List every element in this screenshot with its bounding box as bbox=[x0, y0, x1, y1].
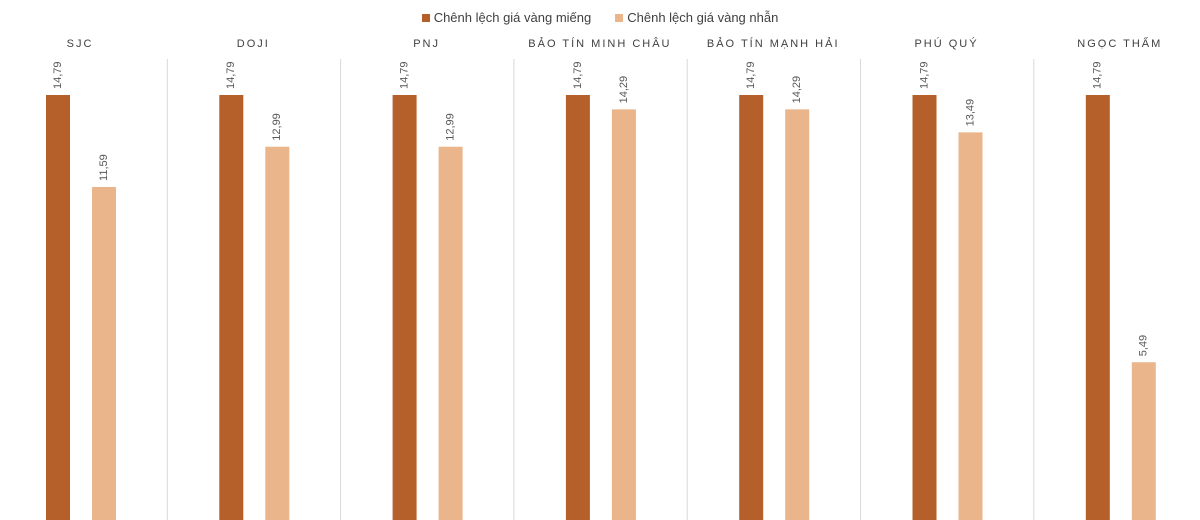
bar-mieng bbox=[739, 95, 764, 520]
legend-item-nhan: Chênh lệch giá vàng nhẫn bbox=[615, 10, 778, 25]
data-label: 14,79 bbox=[52, 61, 64, 89]
bar-nhan bbox=[1131, 362, 1156, 520]
category-label: PHÚ QUÝ bbox=[914, 37, 978, 50]
legend-swatch-nhan bbox=[615, 13, 624, 22]
bar-nhan bbox=[611, 109, 636, 520]
data-label: 5,49 bbox=[1138, 335, 1150, 356]
bar-nhan bbox=[785, 109, 810, 520]
bar-mieng bbox=[219, 95, 244, 520]
bar-mieng bbox=[392, 95, 417, 520]
data-label: 14,29 bbox=[791, 76, 803, 104]
legend-label-nhan: Chênh lệch giá vàng nhẫn bbox=[627, 10, 779, 25]
bar-nhan bbox=[92, 186, 116, 520]
bar-nhan bbox=[958, 132, 983, 520]
legend-label-mieng: Chênh lệch giá vàng miếng bbox=[433, 10, 592, 25]
category-label: BẢO TÍN MẠNH HẢI bbox=[707, 37, 840, 50]
data-label: 14,79 bbox=[572, 61, 584, 89]
data-label: 12,99 bbox=[445, 113, 457, 141]
bar-mieng bbox=[565, 95, 590, 520]
data-label: 14,29 bbox=[618, 76, 630, 104]
data-label: 14,79 bbox=[745, 61, 757, 89]
data-label: 14,79 bbox=[1092, 61, 1104, 89]
category-label: NGỌC THẨM bbox=[1077, 37, 1162, 50]
category-label: DOJI bbox=[237, 38, 270, 50]
data-label: 14,79 bbox=[399, 61, 411, 89]
category-label: PNJ bbox=[413, 38, 440, 50]
bar-mieng bbox=[1085, 95, 1110, 520]
category-label: BẢO TÍN MINH CHÂU bbox=[528, 37, 671, 50]
bar-nhan bbox=[265, 146, 290, 520]
legend-item-mieng: Chênh lệch giá vàng miếng bbox=[421, 10, 592, 25]
data-label: 14,79 bbox=[225, 61, 237, 89]
bar-mieng bbox=[912, 95, 937, 520]
legend-swatch-mieng bbox=[421, 13, 430, 22]
data-label: 13,49 bbox=[964, 99, 976, 127]
bar-nhan bbox=[438, 146, 463, 520]
data-label: 11,59 bbox=[98, 154, 110, 181]
data-label: 14,79 bbox=[918, 61, 930, 89]
legend: Chênh lệch giá vàng miếng Chênh lệch giá… bbox=[0, 10, 1200, 25]
data-label: 12,99 bbox=[271, 113, 283, 141]
category-label: SJC bbox=[67, 38, 94, 50]
bar-mieng bbox=[46, 95, 70, 520]
